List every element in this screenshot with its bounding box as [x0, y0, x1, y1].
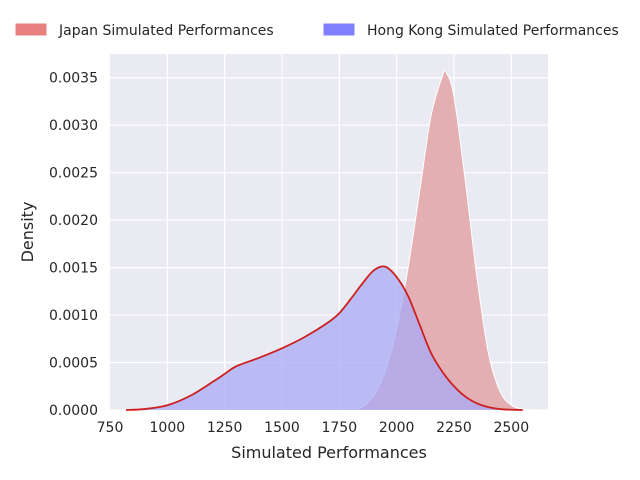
x-tick-labels: 750 1000 1250 1500 1750 2000 2250 2500 — [97, 420, 529, 436]
density-areas — [126, 69, 535, 411]
x-tick-label-7: 2500 — [493, 420, 529, 436]
y-tick-label-2: 0.0010 — [49, 308, 98, 324]
y-tick-label-6: 0.0030 — [49, 118, 98, 134]
x-tick-label-2: 1250 — [207, 420, 243, 436]
x-tick-label-5: 2000 — [379, 420, 415, 436]
x-axis-label: Simulated Performances — [231, 443, 427, 462]
x-tick-label-1: 1000 — [150, 420, 186, 436]
y-tick-label-7: 0.0035 — [49, 71, 98, 87]
y-tick-label-5: 0.0025 — [49, 166, 98, 182]
y-tick-label-0: 0.0000 — [49, 403, 98, 419]
legend: Japan Simulated Performances Hong Kong Si… — [15, 23, 619, 39]
x-tick-label-0: 750 — [97, 420, 124, 436]
x-tick-label-4: 1750 — [321, 420, 357, 436]
x-tick-label-6: 2250 — [436, 420, 472, 436]
y-tick-label-3: 0.0015 — [49, 261, 98, 277]
y-tick-label-1: 0.0005 — [49, 356, 98, 372]
y-tick-label-4: 0.0020 — [49, 213, 98, 229]
japan-legend-label: Japan Simulated Performances — [58, 23, 274, 39]
japan-legend-swatch — [15, 23, 47, 36]
japan-density-area — [350, 69, 535, 410]
x-tick-label-3: 1500 — [264, 420, 300, 436]
hong-kong-density-line — [126, 265, 523, 411]
y-axis-label: Density — [18, 202, 37, 263]
hong-kong-legend-label: Hong Kong Simulated Performances — [367, 23, 619, 39]
hong-kong-legend-swatch — [323, 23, 355, 36]
y-tick-labels: 0.0000 0.0005 0.0010 0.0015 0.0020 0.0025 0.00… — [49, 71, 98, 419]
